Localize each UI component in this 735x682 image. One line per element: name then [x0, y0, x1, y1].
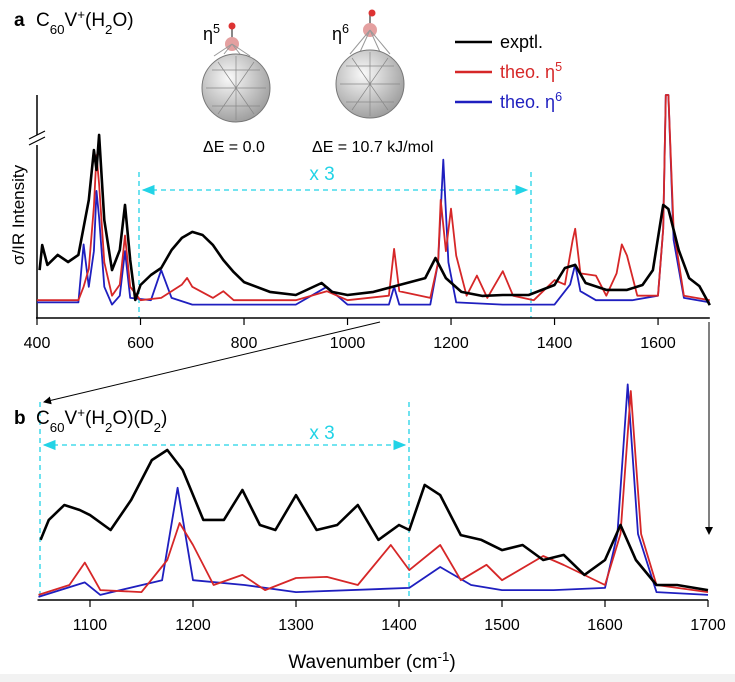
molecule-eta6 — [335, 9, 405, 119]
panel-label: b — [14, 408, 26, 429]
scale-region — [39, 172, 532, 600]
x-tick-label: 1200 — [175, 617, 211, 634]
molecule-eta5 — [201, 22, 271, 123]
x-tick-label: 1100 — [73, 617, 108, 634]
x-tick-label: 1200 — [433, 335, 469, 352]
x-tick-label: 1600 — [640, 335, 676, 352]
energy-label: ΔE = 0.0 — [203, 139, 265, 156]
x-tick-label: 1000 — [330, 335, 366, 352]
eta-label: η6 — [332, 22, 349, 44]
spectrum-line — [38, 390, 709, 596]
x-tick-label: 1300 — [278, 617, 314, 634]
x-tick-label: 400 — [24, 335, 51, 352]
y-axis-title: σ/IR Intensity — [9, 164, 28, 265]
panel-label: a — [14, 10, 25, 31]
legend-label: theo. η5 — [500, 60, 562, 82]
energy-label: ΔE = 10.7 kJ/mol — [312, 139, 433, 156]
x-tick-label: 1400 — [381, 617, 417, 634]
x-tick-label: 1400 — [537, 335, 573, 352]
plot-area — [38, 383, 709, 598]
scale-label: x 3 — [309, 423, 334, 444]
x-tick-label: 1500 — [484, 617, 520, 634]
scale-label: x 3 — [309, 164, 334, 185]
plot-area — [37, 94, 711, 306]
zoom-arrow — [43, 321, 381, 405]
spectrum-line — [37, 94, 710, 302]
axis-break — [28, 130, 46, 146]
legend-label: theo. η6 — [500, 90, 562, 112]
x-tick-label: 600 — [127, 335, 154, 352]
spectrum-line — [38, 383, 709, 598]
legend-label: exptl. — [500, 32, 543, 52]
x-axis-title: Wavenumber (cm-1) — [288, 649, 455, 674]
spectrum-line — [37, 94, 710, 306]
x-tick-label: 800 — [231, 335, 258, 352]
spectrum-line — [39, 448, 709, 592]
footer-strip — [0, 674, 735, 682]
spectrum-line — [38, 133, 711, 306]
panel-title: C60V+(H2O)(D2) — [36, 405, 167, 435]
x-tick-label: 1700 — [690, 617, 726, 634]
x-tick-label: 1600 — [587, 617, 623, 634]
eta-label: η5 — [203, 22, 220, 44]
panel-title: C60V+(H2O) — [36, 7, 134, 37]
